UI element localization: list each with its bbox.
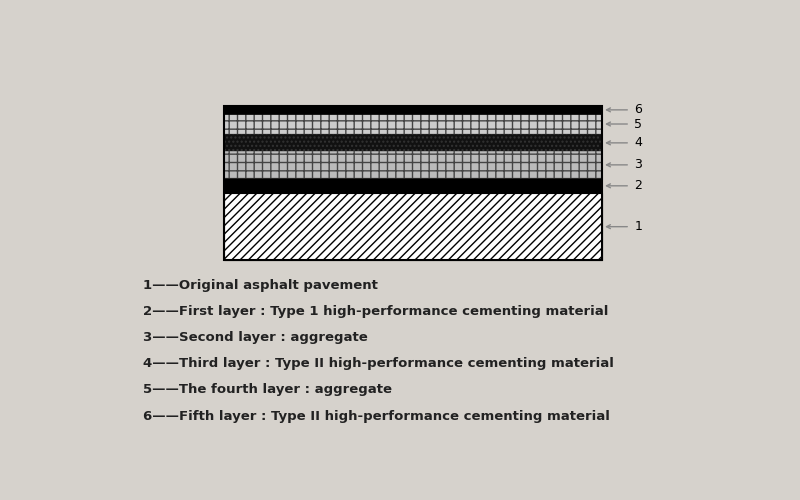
Bar xyxy=(224,151,602,178)
Bar xyxy=(224,178,602,193)
Bar xyxy=(224,134,602,151)
Text: 5——The fourth layer : aggregate: 5——The fourth layer : aggregate xyxy=(143,384,392,396)
Text: 2: 2 xyxy=(634,180,642,192)
Text: 6: 6 xyxy=(634,104,642,117)
Text: 4: 4 xyxy=(634,136,642,149)
Bar xyxy=(224,106,602,260)
Text: 6——Fifth layer : Type II high-performance cementing material: 6——Fifth layer : Type II high-performanc… xyxy=(143,410,610,422)
Text: 1——Original asphalt pavement: 1——Original asphalt pavement xyxy=(143,278,378,291)
Bar xyxy=(224,106,602,114)
Bar xyxy=(224,193,602,260)
Bar xyxy=(224,114,602,134)
Text: 5: 5 xyxy=(634,118,642,130)
Text: 2——First layer : Type 1 high-performance cementing material: 2——First layer : Type 1 high-performance… xyxy=(143,305,609,318)
Text: 1: 1 xyxy=(634,220,642,233)
Text: 4——Third layer : Type II high-performance cementing material: 4——Third layer : Type II high-performanc… xyxy=(143,358,614,370)
Text: 3: 3 xyxy=(634,158,642,172)
Text: 3——Second layer : aggregate: 3——Second layer : aggregate xyxy=(143,331,368,344)
